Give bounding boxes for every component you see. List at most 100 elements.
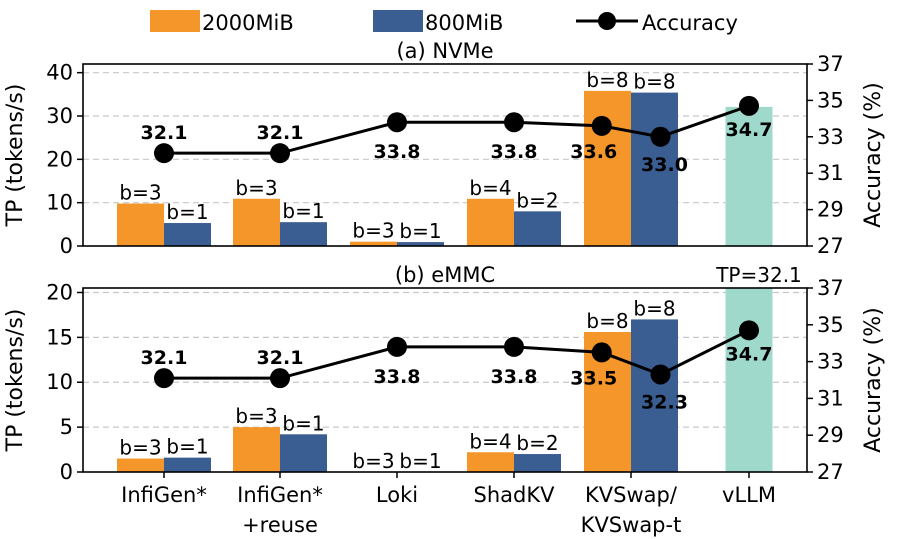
emmc-accuracy-marker-5 — [650, 364, 671, 385]
emmc-plot-frame — [82, 287, 808, 473]
nvme-accuracy-label-0: 32.1 — [141, 122, 188, 144]
legend-label-2000mib: 2000MiB — [202, 11, 294, 35]
nvme-bar-vllm-5 — [725, 106, 773, 247]
nvme-ylabel: TP (tokens/s) — [3, 84, 28, 228]
emmc-accuracy-label-4: 33.5 — [570, 367, 617, 389]
emmc-accuracy-label-6: 34.7 — [726, 343, 773, 365]
nvme-accuracy-label-1: 32.1 — [257, 122, 304, 144]
legend-marker-accuracy — [598, 12, 616, 30]
nvme-bar-label-3-0: b=4 — [469, 176, 511, 200]
emmc-bar-label-4-1: b=8 — [633, 296, 675, 320]
emmc-ytick-label: 20 — [46, 280, 73, 304]
emmc-bar-label-0-1: b=1 — [166, 435, 208, 459]
nvme-bar-2000mib-2 — [350, 241, 397, 246]
emmc-bar-2000mib-3 — [467, 452, 514, 472]
emmc-bar-label-4-0: b=8 — [586, 309, 628, 333]
emmc-bar-800mib-4 — [631, 319, 678, 472]
nvme-ytick-label: 40 — [46, 61, 73, 85]
nvme-ytick-label: 30 — [46, 104, 73, 128]
emmc-bar-800mib-3 — [514, 454, 561, 472]
nvme-bar-label-4-1: b=8 — [633, 70, 675, 94]
emmc-panel-title: (b) eMMC — [395, 263, 495, 287]
panel-nvme: (a) NVMe b=3 b=3 b=3 b=4 b=8 b=1 b=1 b=1 b=2 b=8 32… — [3, 39, 886, 258]
legend-swatch-800mib — [373, 10, 423, 32]
nvme-y2tick-label: 35 — [817, 88, 844, 112]
emmc-accuracy-label-5: 32.3 — [641, 391, 688, 413]
emmc-bar-label-1-1: b=1 — [282, 411, 324, 435]
xtick-label-1-1: +reuse — [242, 513, 318, 537]
nvme-ytick-label: 20 — [46, 147, 73, 171]
emmc-accuracy-marker-4 — [591, 342, 612, 363]
nvme-ytick-label: 0 — [60, 234, 73, 258]
emmc-accuracy-marker-2 — [387, 336, 407, 357]
nvme-bar-2000mib-1 — [233, 198, 280, 246]
nvme-accuracy-marker-5 — [650, 126, 671, 147]
emmc-ytick-label: 5 — [60, 415, 73, 439]
legend-label-accuracy: Accuracy — [642, 11, 738, 35]
xtick-label-1-0: InfiGen* — [237, 483, 323, 507]
xtick-label-3-0: ShadKV — [474, 483, 556, 507]
emmc-y2tick-label: 29 — [817, 423, 844, 447]
nvme-y2label: Accuracy (%) — [861, 82, 886, 228]
nvme-bar-label-0-0: b=3 — [119, 181, 161, 205]
xtick-label-4-0: KVSwap/ — [585, 483, 678, 507]
nvme-accuracy-label-4: 33.6 — [570, 141, 617, 163]
emmc-accuracy-marker-0 — [154, 368, 174, 389]
nvme-panel-title: (a) NVMe — [396, 39, 493, 63]
emmc-bar-800mib-1 — [280, 434, 327, 472]
emmc-bar-label-2-0: b=3 — [352, 449, 394, 473]
nvme-bar-label-1-1: b=1 — [282, 199, 324, 223]
emmc-ylabel: TP (tokens/s) — [3, 309, 28, 453]
emmc-accuracy-label-3: 33.8 — [491, 366, 538, 388]
nvme-accuracy-marker-6 — [739, 95, 759, 116]
emmc-bar-label-3-0: b=4 — [469, 429, 511, 453]
emmc-bar-label-0-0: b=3 — [119, 436, 161, 460]
emmc-y2label: Accuracy (%) — [861, 307, 886, 453]
nvme-accuracy-label-5: 33.0 — [641, 154, 688, 176]
emmc-ytick-label: 15 — [46, 325, 73, 349]
emmc-y2tick-label: 37 — [817, 276, 844, 300]
legend-swatch-2000mib — [150, 10, 200, 32]
emmc-y2tick-label: 27 — [817, 460, 844, 484]
nvme-bar-label-3-1: b=2 — [516, 188, 558, 212]
nvme-accuracy-label-3: 33.8 — [491, 141, 538, 163]
emmc-bar-label-1-0: b=3 — [235, 404, 277, 428]
emmc-accuracy-marker-3 — [504, 336, 524, 357]
emmc-bar-2000mib-0 — [117, 458, 164, 472]
nvme-accuracy-label-6: 34.7 — [726, 119, 773, 141]
emmc-accuracy-marker-6 — [739, 320, 759, 341]
nvme-bar-label-2-1: b=1 — [399, 219, 441, 243]
nvme-plot-frame — [82, 63, 808, 247]
emmc-bar-label-3-1: b=2 — [516, 431, 558, 455]
xtick-label-5-0: vLLM — [722, 483, 776, 507]
nvme-bar-800mib-2 — [397, 242, 444, 246]
xtick-label-0-0: InfiGen* — [121, 483, 207, 507]
nvme-accuracy-marker-2 — [387, 112, 407, 133]
nvme-y2tick-label: 27 — [817, 234, 844, 258]
emmc-bar-label-2-1: b=1 — [399, 449, 441, 473]
emmc-accuracy-marker-1 — [270, 368, 290, 389]
emmc-accuracy-label-0: 32.1 — [141, 347, 188, 369]
nvme-bar-label-2-0: b=3 — [352, 219, 394, 243]
nvme-bar-label-4-0: b=8 — [586, 68, 628, 92]
emmc-bar-2000mib-1 — [233, 427, 280, 472]
nvme-bar-800mib-1 — [280, 222, 327, 246]
emmc-bar-800mib-0 — [164, 457, 211, 472]
xtick-label-2-0: Loki — [376, 483, 418, 507]
nvme-accuracy-label-2: 33.8 — [374, 141, 421, 163]
emmc-y2tick-label: 33 — [817, 350, 844, 374]
emmc-y2tick-label: 31 — [817, 386, 844, 410]
nvme-accuracy-marker-0 — [154, 143, 174, 164]
panel-emmc: (b) eMMC b=3 b=3 b=3 b=4 b=8 b=1 b=1 b=1 b=2 b=8 TP… — [3, 263, 886, 484]
xtick-label-4-1: KVSwap-t — [581, 513, 682, 537]
emmc-ytick-label: 10 — [46, 370, 73, 394]
nvme-bar-2000mib-3 — [467, 198, 514, 246]
nvme-accuracy-marker-3 — [504, 112, 524, 133]
nvme-accuracy-marker-4 — [591, 115, 612, 136]
nvme-bar-2000mib-0 — [117, 203, 164, 246]
nvme-y2tick-label: 37 — [817, 52, 844, 76]
legend: 2000MiB 800MiB Accuracy — [150, 10, 738, 35]
emmc-accuracy-label-1: 32.1 — [257, 347, 304, 369]
nvme-bar-2000mib-4 — [584, 90, 631, 246]
